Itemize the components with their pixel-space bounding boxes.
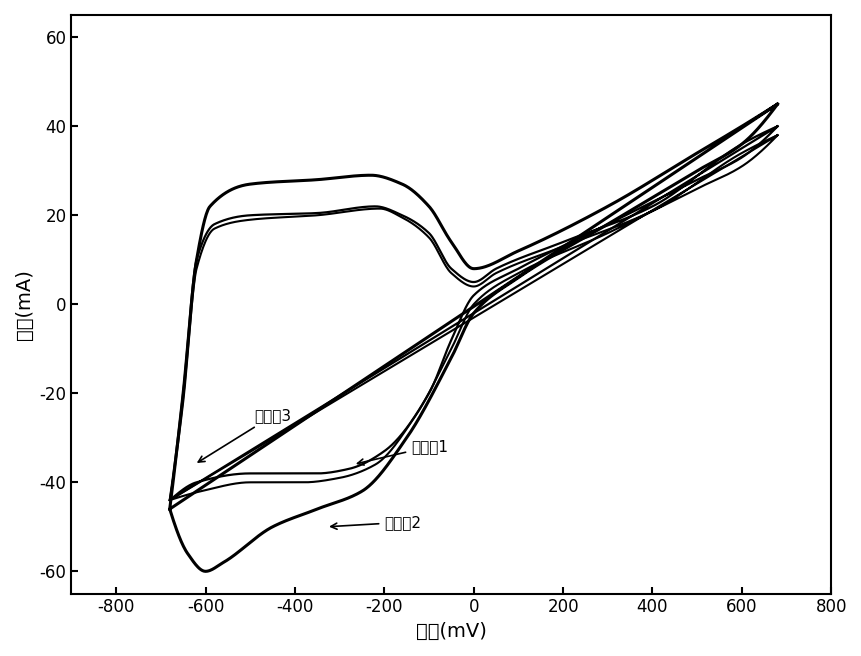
Text: 实施例2: 实施例2 — [331, 515, 421, 530]
Text: 实施例3: 实施例3 — [198, 408, 292, 462]
X-axis label: 电位(mV): 电位(mV) — [415, 622, 486, 641]
Y-axis label: 电流(mA): 电流(mA) — [15, 269, 34, 340]
Text: 实施例1: 实施例1 — [357, 439, 448, 465]
